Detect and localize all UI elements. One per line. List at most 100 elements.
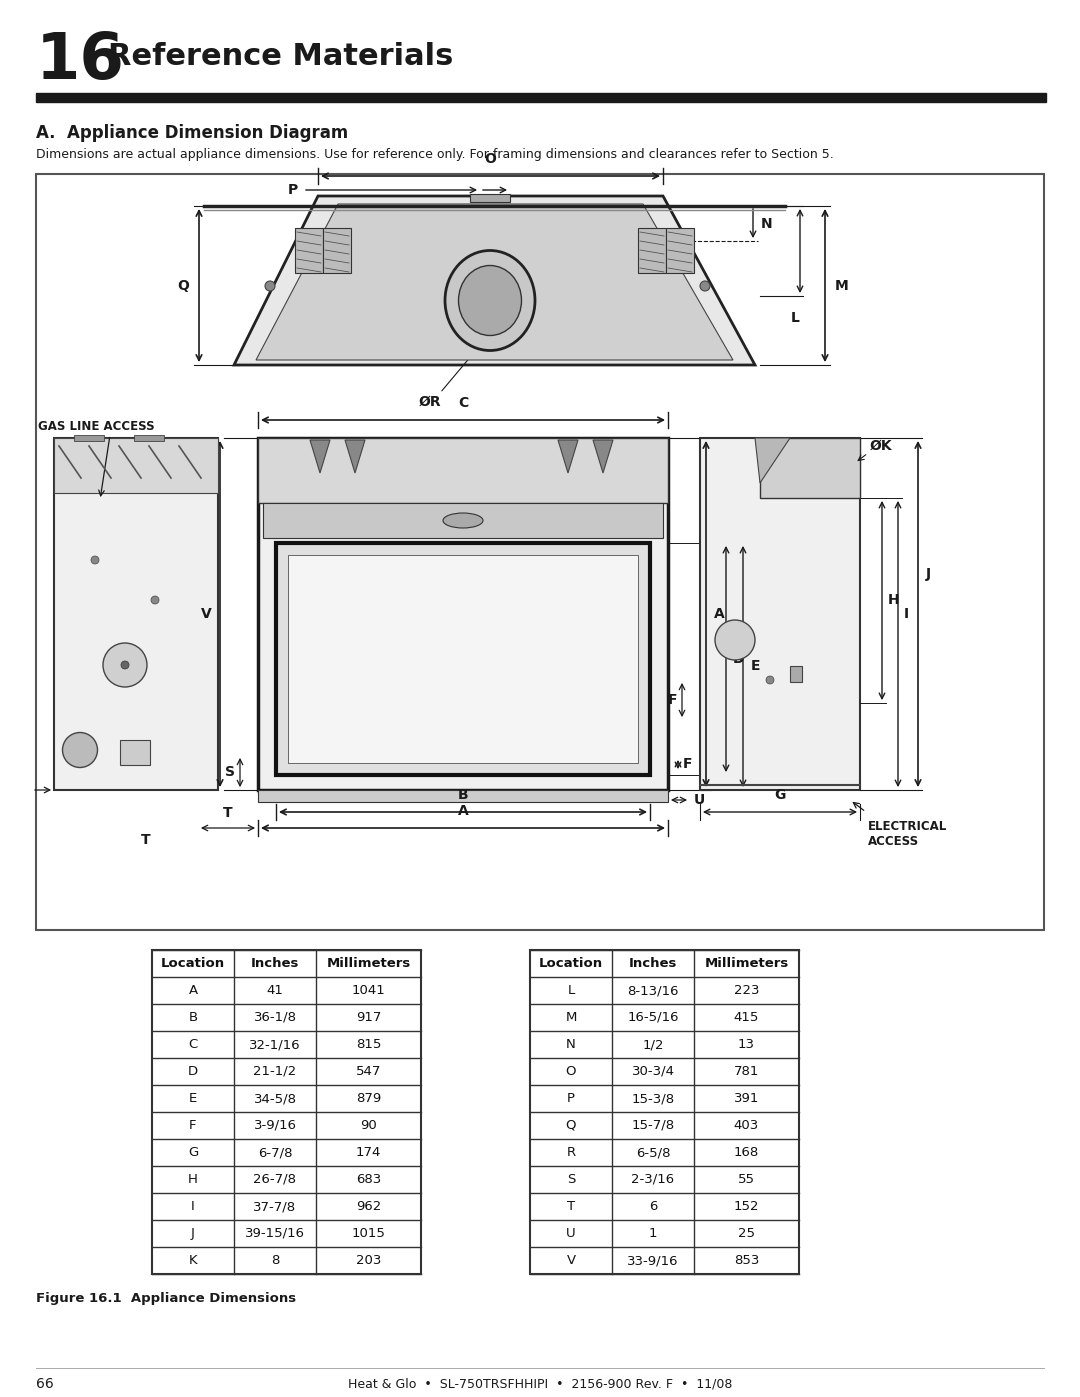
Bar [75, 434, 104, 441]
Bar [288, 555, 638, 763]
Text: B: B [188, 1011, 198, 1024]
Text: C: C [188, 1038, 198, 1051]
Text: M: M [835, 278, 849, 292]
Text: F: F [189, 1119, 197, 1132]
Text: 1015: 1015 [352, 1227, 386, 1241]
Text: 781: 781 [733, 1065, 759, 1078]
Text: 16: 16 [36, 29, 125, 92]
Text: Figure 16.1  Appliance Dimensions: Figure 16.1 Appliance Dimensions [36, 1292, 296, 1305]
Text: Q: Q [566, 1119, 577, 1132]
Bar [530, 950, 799, 1274]
Circle shape [265, 281, 275, 291]
Bar [258, 439, 669, 503]
Text: Heat & Glo  •  SL-750TRSFHHIPI  •  2156-900 Rev. F  •  11/08: Heat & Glo • SL-750TRSFHHIPI • 2156-900 … [348, 1377, 732, 1390]
Text: 1/2: 1/2 [643, 1038, 664, 1051]
Text: L: L [791, 312, 799, 326]
Bar [120, 740, 150, 766]
Text: 66: 66 [36, 1377, 54, 1391]
Text: M: M [565, 1011, 577, 1024]
Text: 152: 152 [733, 1200, 759, 1213]
Bar [638, 228, 666, 272]
Text: 917: 917 [355, 1011, 381, 1024]
Text: 15-3/8: 15-3/8 [632, 1092, 675, 1105]
Text: J: J [191, 1227, 194, 1241]
Text: ØR: ØR [419, 395, 442, 409]
Text: 41: 41 [267, 983, 283, 997]
Text: K: K [189, 1255, 198, 1267]
Bar [54, 439, 218, 493]
Bar [258, 439, 669, 789]
Text: 683: 683 [356, 1173, 381, 1186]
Ellipse shape [63, 732, 97, 767]
Text: 391: 391 [733, 1092, 759, 1105]
Text: Millimeters: Millimeters [704, 957, 788, 970]
Text: 32-1/16: 32-1/16 [249, 1038, 301, 1051]
Circle shape [91, 556, 99, 564]
Text: U: U [694, 793, 705, 807]
Text: R: R [566, 1146, 576, 1160]
Text: P: P [287, 183, 298, 197]
Bar [264, 503, 663, 538]
Text: 25: 25 [738, 1227, 755, 1241]
Text: 26-7/8: 26-7/8 [254, 1173, 297, 1186]
Text: N: N [566, 1038, 576, 1051]
Text: 30-3/4: 30-3/4 [632, 1065, 675, 1078]
Text: I: I [191, 1200, 194, 1213]
Polygon shape [755, 439, 789, 483]
Text: 1041: 1041 [352, 983, 386, 997]
Bar [54, 439, 218, 789]
Text: H: H [888, 594, 900, 608]
Polygon shape [310, 440, 330, 474]
Text: 1: 1 [649, 1227, 658, 1241]
Text: H: H [188, 1173, 198, 1186]
Text: 203: 203 [355, 1255, 381, 1267]
Text: 3-9/16: 3-9/16 [254, 1119, 297, 1132]
Ellipse shape [445, 250, 535, 351]
Text: 174: 174 [355, 1146, 381, 1160]
Polygon shape [234, 196, 755, 365]
Text: A.  Appliance Dimension Diagram: A. Appliance Dimension Diagram [36, 124, 348, 142]
Text: 403: 403 [734, 1119, 759, 1132]
Circle shape [766, 676, 774, 685]
Text: O: O [485, 152, 497, 166]
Circle shape [700, 281, 710, 291]
Text: A: A [458, 805, 469, 819]
Text: Inches: Inches [251, 957, 299, 970]
Text: A: A [188, 983, 198, 997]
Text: 13: 13 [738, 1038, 755, 1051]
Text: B: B [458, 788, 469, 802]
Bar [295, 228, 323, 272]
Text: 962: 962 [356, 1200, 381, 1213]
Text: 2-3/16: 2-3/16 [632, 1173, 675, 1186]
Text: 6-7/8: 6-7/8 [258, 1146, 293, 1160]
Bar [700, 439, 860, 789]
Text: N: N [761, 217, 772, 231]
Text: I: I [904, 608, 909, 622]
Bar [470, 194, 510, 203]
Circle shape [151, 597, 159, 604]
Text: 853: 853 [733, 1255, 759, 1267]
Ellipse shape [459, 265, 522, 335]
Ellipse shape [443, 513, 483, 528]
Text: 8: 8 [271, 1255, 280, 1267]
Text: V: V [201, 608, 212, 622]
Bar [152, 950, 421, 1274]
Text: D: D [188, 1065, 198, 1078]
Text: T: T [141, 833, 151, 847]
Polygon shape [345, 440, 365, 474]
Bar [36, 175, 1044, 930]
Text: F: F [667, 693, 677, 707]
Text: F: F [683, 757, 692, 771]
Text: 879: 879 [356, 1092, 381, 1105]
Circle shape [121, 661, 129, 669]
Text: O: O [566, 1065, 577, 1078]
Bar [789, 666, 802, 682]
Text: L: L [567, 983, 575, 997]
Text: J: J [926, 567, 931, 581]
Text: V: V [566, 1255, 576, 1267]
Polygon shape [256, 204, 733, 360]
Text: 90: 90 [360, 1119, 377, 1132]
Polygon shape [558, 440, 578, 474]
Text: 415: 415 [733, 1011, 759, 1024]
Text: ELECTRICAL
ACCESS: ELECTRICAL ACCESS [868, 820, 947, 848]
